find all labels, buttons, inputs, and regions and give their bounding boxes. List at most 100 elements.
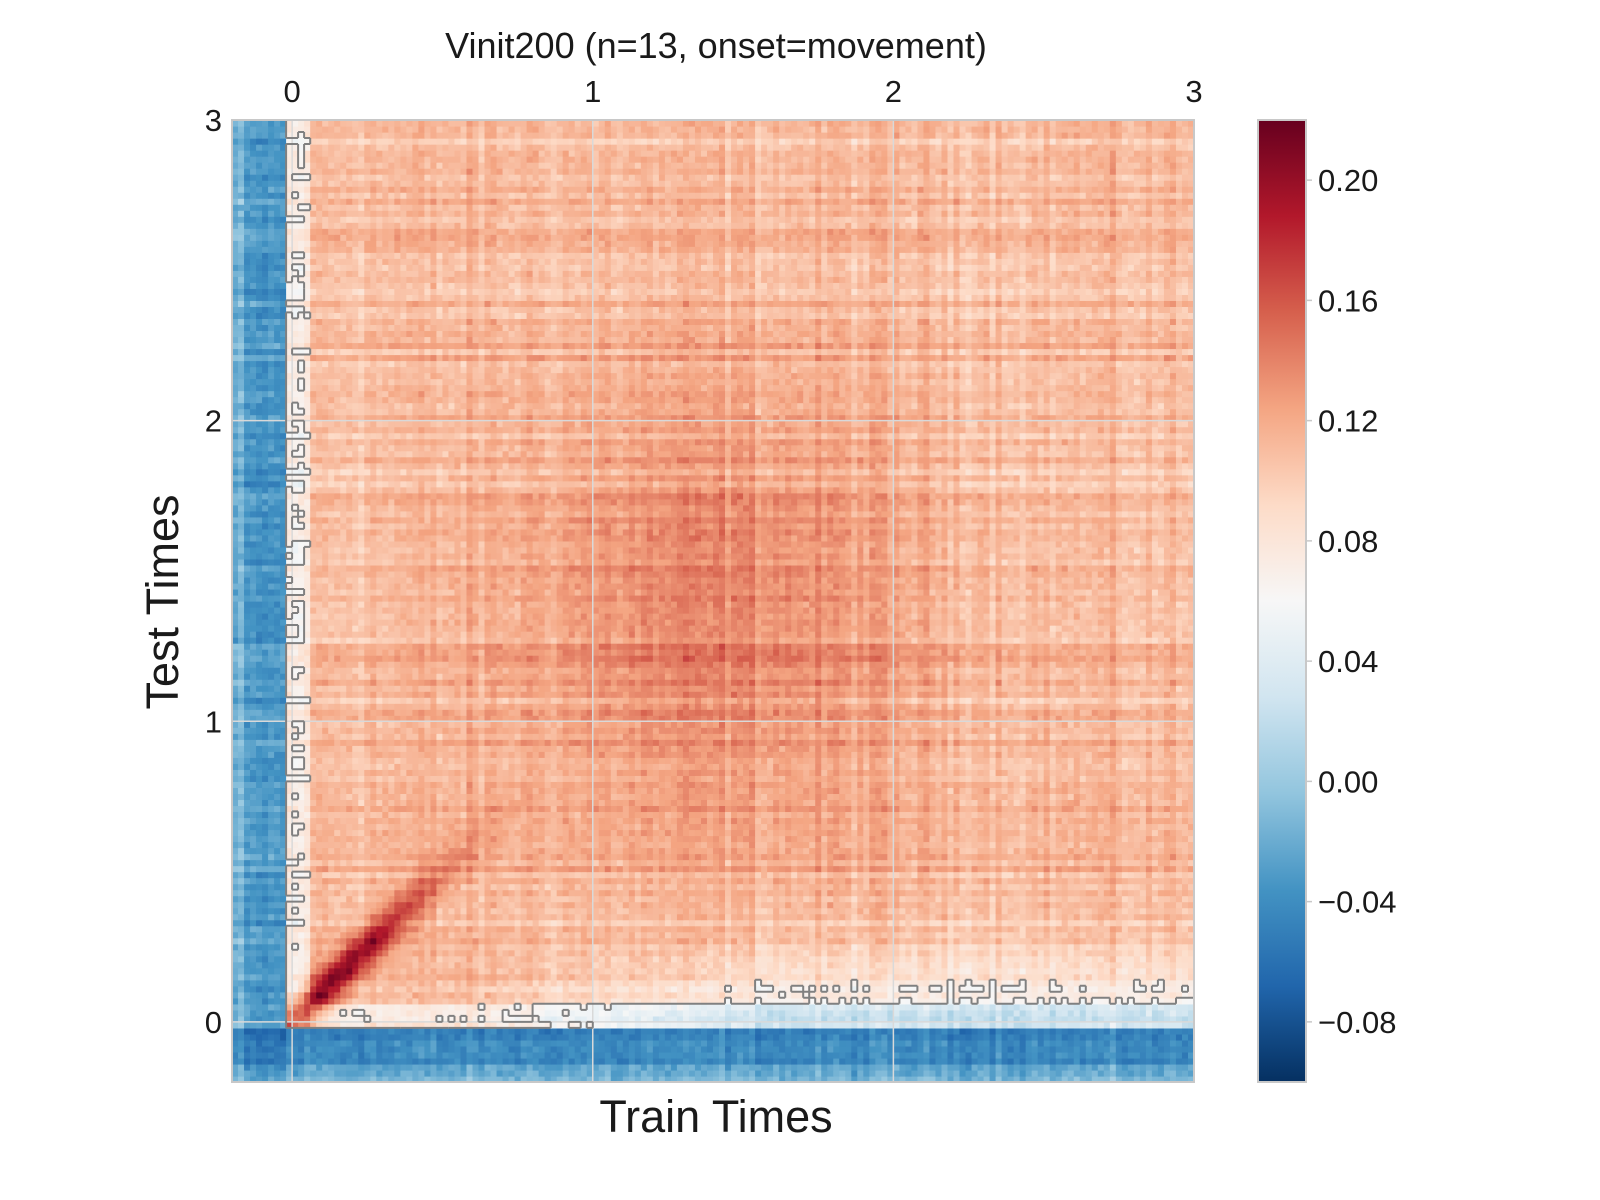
heatmap-cell bbox=[460, 1058, 467, 1065]
heatmap-cell bbox=[821, 974, 828, 981]
heatmap-cell bbox=[1110, 902, 1117, 909]
heatmap-cell bbox=[1158, 1034, 1165, 1041]
heatmap-cell bbox=[605, 938, 612, 945]
heatmap-cell bbox=[761, 1046, 768, 1053]
heatmap-cell bbox=[875, 974, 882, 981]
heatmap-cell bbox=[280, 1058, 287, 1065]
heatmap-cell bbox=[990, 902, 997, 909]
heatmap-cell bbox=[923, 1052, 930, 1059]
heatmap-cell bbox=[635, 926, 642, 933]
heatmap-cell bbox=[370, 938, 377, 945]
heatmap-cell bbox=[833, 944, 840, 951]
heatmap-cell bbox=[352, 974, 359, 981]
heatmap-cell bbox=[785, 1070, 792, 1077]
heatmap-cell bbox=[509, 1052, 516, 1059]
heatmap-cell bbox=[1020, 914, 1027, 921]
heatmap-cell bbox=[388, 980, 395, 987]
heatmap-cell bbox=[322, 1064, 329, 1071]
heatmap-cell bbox=[382, 1052, 389, 1059]
heatmap-cell bbox=[304, 980, 311, 987]
heatmap-cell bbox=[316, 986, 323, 993]
heatmap-cell bbox=[545, 926, 552, 933]
heatmap-cell bbox=[611, 980, 618, 987]
heatmap-cell bbox=[917, 1004, 924, 1011]
heatmap-cell bbox=[731, 950, 738, 957]
heatmap-cell bbox=[743, 1034, 750, 1041]
heatmap-cell bbox=[972, 926, 979, 933]
heatmap-cell bbox=[400, 914, 407, 921]
heatmap-cell bbox=[761, 992, 768, 999]
heatmap-cell bbox=[1134, 1022, 1141, 1029]
heatmap-cell bbox=[671, 1052, 678, 1059]
heatmap-cell bbox=[328, 1052, 335, 1059]
heatmap-cell bbox=[809, 962, 816, 969]
heatmap-cell bbox=[978, 1052, 985, 1059]
heatmap-cell bbox=[1182, 896, 1189, 903]
heatmap-cell bbox=[274, 1040, 281, 1047]
heatmap-cell bbox=[346, 1034, 353, 1041]
heatmap-cell bbox=[719, 920, 726, 927]
heatmap-cell bbox=[551, 926, 558, 933]
heatmap-cell bbox=[809, 974, 816, 981]
heatmap-cell bbox=[839, 980, 846, 987]
heatmap-cell bbox=[695, 1028, 702, 1035]
heatmap-cell bbox=[1056, 902, 1063, 909]
heatmap-cell bbox=[1140, 950, 1147, 957]
heatmap-cell bbox=[1038, 1004, 1045, 1011]
heatmap-cell bbox=[274, 1034, 281, 1041]
heatmap-cell bbox=[412, 890, 419, 897]
heatmap-cell bbox=[701, 968, 708, 975]
heatmap-cell bbox=[966, 1040, 973, 1047]
heatmap-cell bbox=[460, 926, 467, 933]
heatmap-cell bbox=[485, 1064, 492, 1071]
heatmap-cell bbox=[960, 1046, 967, 1053]
heatmap-cell bbox=[743, 1022, 750, 1029]
heatmap-cell bbox=[659, 956, 666, 963]
heatmap-cell bbox=[599, 944, 606, 951]
heatmap-cell bbox=[424, 920, 431, 927]
heatmap-cell bbox=[911, 968, 918, 975]
heatmap-cell bbox=[990, 920, 997, 927]
heatmap-cell bbox=[244, 1010, 251, 1017]
heatmap-cell bbox=[797, 962, 804, 969]
heatmap-cell bbox=[911, 1034, 918, 1041]
heatmap-cell bbox=[1182, 902, 1189, 909]
heatmap-cell bbox=[250, 890, 257, 897]
heatmap-cell bbox=[599, 974, 606, 981]
heatmap-cell bbox=[767, 902, 774, 909]
heatmap-cell bbox=[767, 950, 774, 957]
heatmap-cell bbox=[905, 1022, 912, 1029]
heatmap-cell bbox=[262, 926, 269, 933]
heatmap-cell bbox=[581, 998, 588, 1005]
heatmap-cell bbox=[737, 962, 744, 969]
heatmap-cell bbox=[875, 968, 882, 975]
heatmap-cell bbox=[262, 986, 269, 993]
heatmap-cell bbox=[677, 1004, 684, 1011]
heatmap-cell bbox=[617, 1028, 624, 1035]
heatmap-cell bbox=[785, 1010, 792, 1017]
heatmap-cell bbox=[1164, 1058, 1171, 1065]
heatmap-cell bbox=[352, 926, 359, 933]
heatmap-cell bbox=[268, 1070, 275, 1077]
heatmap-cell bbox=[1104, 926, 1111, 933]
heatmap-cell bbox=[647, 1022, 654, 1029]
heatmap-cell bbox=[779, 944, 786, 951]
heatmap-cell bbox=[322, 998, 329, 1005]
heatmap-cell bbox=[1152, 902, 1159, 909]
heatmap-cell bbox=[575, 974, 582, 981]
heatmap-cell bbox=[641, 1040, 648, 1047]
heatmap-cell bbox=[1044, 950, 1051, 957]
heatmap-cell bbox=[352, 920, 359, 927]
heatmap-cell bbox=[304, 1070, 311, 1077]
heatmap-cell bbox=[539, 1058, 546, 1065]
heatmap-cell bbox=[563, 956, 570, 963]
heatmap-cell bbox=[394, 1070, 401, 1077]
heatmap-cell bbox=[845, 1022, 852, 1029]
heatmap-cell bbox=[773, 974, 780, 981]
heatmap-cell bbox=[1170, 1046, 1177, 1053]
heatmap-cell bbox=[695, 902, 702, 909]
heatmap-cell bbox=[262, 1022, 269, 1029]
heatmap-cell bbox=[346, 980, 353, 987]
heatmap-cell bbox=[815, 914, 822, 921]
heatmap-cell bbox=[1086, 974, 1093, 981]
